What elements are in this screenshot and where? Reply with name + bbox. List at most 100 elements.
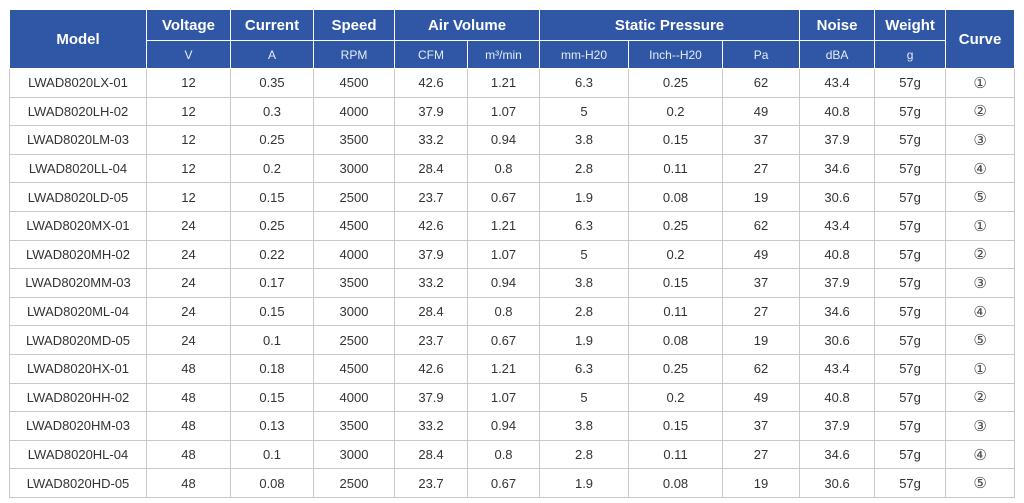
- table-row: LWAD8020HL-04 48 0.1 3000 28.4 0.8 2.8 0.11 27 34…: [9, 439, 1016, 470]
- cell-mmh2o: 1.9: [539, 325, 630, 355]
- spec-table-container: Model Voltage Current Speed Air Volume S…: [9, 9, 1016, 498]
- cell-dba: 30.6: [799, 325, 876, 355]
- cell-current: 0.15: [230, 296, 314, 327]
- cell-current: 0.15: [230, 382, 314, 413]
- cell-model: LWAD8020LH-02: [9, 96, 147, 127]
- cell-curve: ⑤: [945, 325, 1016, 355]
- cell-dba: 37.9: [799, 411, 876, 441]
- cell-model: LWAD8020LM-03: [9, 125, 147, 155]
- table-row: LWAD8020HD-05 48 0.08 2500 23.7 0.67 1.9 0.08 19…: [9, 468, 1016, 498]
- table-row: LWAD8020LL-04 12 0.2 3000 28.4 0.8 2.8 0.11 27 34…: [9, 153, 1016, 184]
- cell-pa: 37: [722, 125, 801, 155]
- unit-speed: RPM: [313, 40, 395, 69]
- header-current: Current: [230, 9, 314, 41]
- cell-cfm: 37.9: [394, 239, 468, 270]
- cell-model: LWAD8020ML-04: [9, 296, 147, 327]
- cell-model: LWAD8020HX-01: [9, 353, 147, 384]
- cell-dba: 40.8: [799, 96, 876, 127]
- cell-inchh2o: 0.15: [628, 411, 724, 441]
- cell-dba: 43.4: [799, 353, 876, 384]
- table-row: LWAD8020MH-02 24 0.22 4000 37.9 1.07 5 0.2 49 40.…: [9, 239, 1016, 270]
- cell-m3min: 1.21: [466, 210, 541, 241]
- cell-m3min: 0.8: [466, 153, 541, 184]
- cell-dba: 34.6: [799, 296, 876, 327]
- cell-current: 0.08: [230, 468, 314, 498]
- cell-weight: 57g: [874, 153, 947, 184]
- cell-weight: 57g: [874, 239, 947, 270]
- table-row: LWAD8020HX-01 48 0.18 4500 42.6 1.21 6.3 0.25 62…: [9, 353, 1016, 384]
- cell-m3min: 1.07: [466, 382, 541, 413]
- cell-mmh2o: 2.8: [539, 296, 630, 327]
- cell-curve: ③: [945, 411, 1016, 441]
- cell-mmh2o: 1.9: [539, 182, 630, 212]
- header-air-volume: Air Volume: [393, 9, 541, 41]
- cell-current: 0.25: [230, 125, 314, 155]
- cell-model: LWAD8020HD-05: [9, 468, 147, 498]
- cell-cfm: 42.6: [394, 68, 468, 98]
- cell-curve: ③: [945, 268, 1016, 298]
- cell-cfm: 42.6: [394, 210, 468, 241]
- cell-current: 0.1: [230, 439, 314, 470]
- cell-voltage: 48: [146, 468, 231, 498]
- cell-weight: 57g: [874, 382, 947, 413]
- cell-model: LWAD8020HL-04: [9, 439, 147, 470]
- cell-weight: 57g: [874, 325, 947, 355]
- unit-m3min: m³/min: [466, 40, 541, 69]
- cell-curve: ①: [945, 210, 1016, 241]
- cell-current: 0.25: [230, 210, 314, 241]
- cell-model: LWAD8020MM-03: [9, 268, 147, 298]
- unit-current: A: [230, 40, 314, 69]
- cell-curve: ②: [945, 382, 1016, 413]
- table-row: LWAD8020MM-03 24 0.17 3500 33.2 0.94 3.8 0.15 37…: [9, 268, 1016, 298]
- cell-speed: 2500: [313, 325, 395, 355]
- cell-current: 0.22: [230, 239, 314, 270]
- cell-pa: 27: [722, 153, 801, 184]
- cell-speed: 4000: [313, 239, 395, 270]
- unit-g: g: [874, 40, 947, 69]
- cell-m3min: 1.21: [466, 68, 541, 98]
- cell-dba: 34.6: [799, 153, 876, 184]
- cell-speed: 4500: [313, 68, 395, 98]
- unit-mmh2o: mm-H20: [539, 40, 630, 69]
- cell-current: 0.3: [230, 96, 314, 127]
- cell-speed: 3000: [313, 153, 395, 184]
- cell-weight: 57g: [874, 268, 947, 298]
- header-weight: Weight: [874, 9, 947, 41]
- cell-m3min: 0.8: [466, 296, 541, 327]
- cell-weight: 57g: [874, 68, 947, 98]
- cell-speed: 3500: [313, 268, 395, 298]
- header-row-units: V A RPM CFM m³/min mm-H20 Inch--H20 Pa d…: [10, 40, 1015, 69]
- cell-pa: 19: [722, 182, 801, 212]
- cell-inchh2o: 0.11: [628, 296, 724, 327]
- cell-voltage: 12: [146, 68, 231, 98]
- cell-voltage: 48: [146, 439, 231, 470]
- cell-m3min: 0.67: [466, 468, 541, 498]
- cell-curve: ①: [945, 353, 1016, 384]
- table-row: LWAD8020ML-04 24 0.15 3000 28.4 0.8 2.8 0.11 27 3…: [9, 296, 1016, 327]
- cell-weight: 57g: [874, 296, 947, 327]
- cell-mmh2o: 6.3: [539, 353, 630, 384]
- cell-m3min: 0.94: [466, 125, 541, 155]
- cell-pa: 27: [722, 439, 801, 470]
- cell-mmh2o: 5: [539, 382, 630, 413]
- cell-voltage: 48: [146, 353, 231, 384]
- cell-speed: 3500: [313, 411, 395, 441]
- cell-cfm: 23.7: [394, 182, 468, 212]
- cell-weight: 57g: [874, 353, 947, 384]
- cell-mmh2o: 2.8: [539, 153, 630, 184]
- cell-curve: ⑤: [945, 182, 1016, 212]
- cell-weight: 57g: [874, 468, 947, 498]
- cell-speed: 2500: [313, 468, 395, 498]
- cell-dba: 30.6: [799, 182, 876, 212]
- cell-speed: 3500: [313, 125, 395, 155]
- cell-curve: ③: [945, 125, 1016, 155]
- cell-m3min: 0.8: [466, 439, 541, 470]
- cell-voltage: 24: [146, 325, 231, 355]
- cell-pa: 37: [722, 268, 801, 298]
- cell-current: 0.2: [230, 153, 314, 184]
- cell-pa: 49: [722, 239, 801, 270]
- cell-current: 0.35: [230, 68, 314, 98]
- cell-weight: 57g: [874, 411, 947, 441]
- cell-model: LWAD8020LL-04: [9, 153, 147, 184]
- header-noise: Noise: [799, 9, 876, 41]
